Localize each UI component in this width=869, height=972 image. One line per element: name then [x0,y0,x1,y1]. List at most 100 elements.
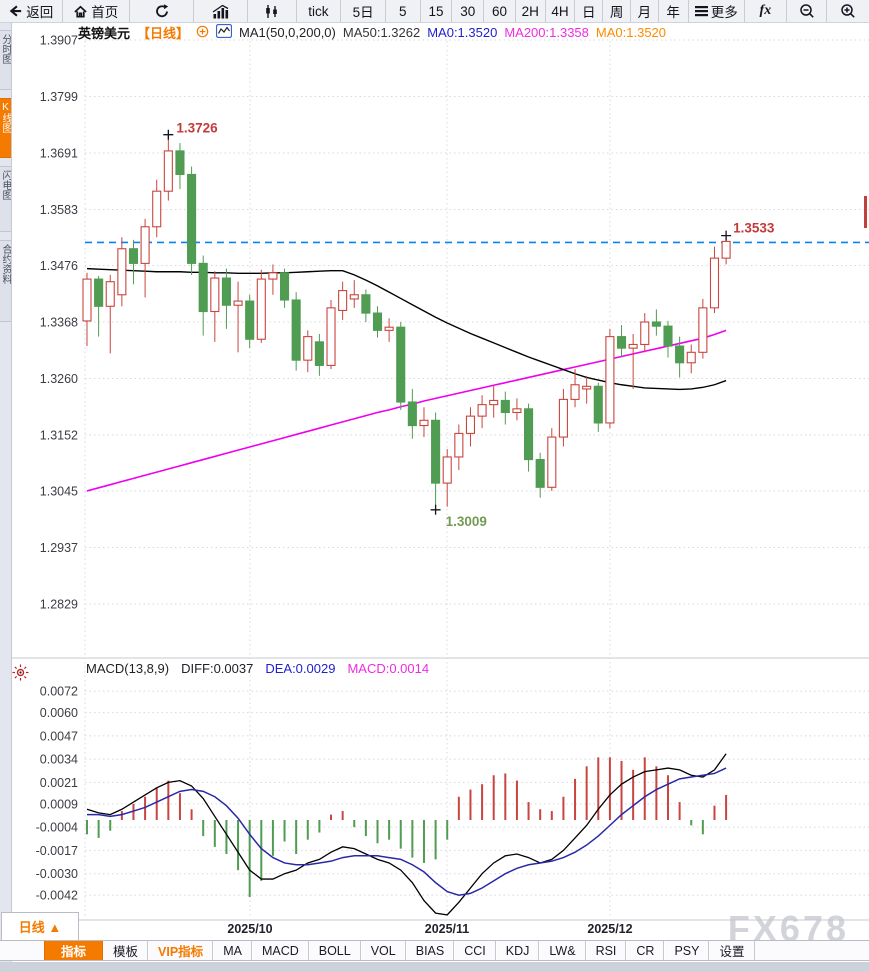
circle-plus-icon[interactable] [196,25,209,41]
chart-header: 英镑美元 【日线】 MA1(50,0,200,0) MA50:1.3262 MA… [78,23,666,42]
toolbar-candlestick-button[interactable] [248,0,297,22]
bar-chart-icon [212,4,229,19]
svg-text:1.3691: 1.3691 [40,147,78,161]
svg-text:-0.0030: -0.0030 [36,867,78,881]
tab-vol[interactable]: VOL [360,941,406,960]
tab-ma[interactable]: MA [213,941,252,960]
macd-header: MACD(13,8,9) DIFF:0.0037 DEA:0.0029 MACD… [86,661,429,676]
tab-cci[interactable]: CCI [454,941,496,960]
svg-text:1.3152: 1.3152 [40,428,78,442]
toolbar-period-week-button[interactable]: 周 [603,0,631,22]
ma200-value: MA200:1.3358 [504,25,589,40]
tab-psy[interactable]: PSY [664,941,710,960]
candlestick-icon [264,4,279,19]
toolbar-zoom-out-button[interactable] [787,0,828,22]
tab-bias[interactable]: BIAS [405,941,455,960]
tab-kdj[interactable]: KDJ [495,941,540,960]
toolbar-more-button[interactable]: 更多 [689,0,746,22]
zoom-in-icon [840,3,856,19]
svg-text:1.3260: 1.3260 [40,372,78,386]
ma0-value-blue: MA0:1.3520 [427,25,498,40]
toolbar-period-month-button[interactable]: 月 [631,0,659,22]
svg-text:1.3476: 1.3476 [40,259,78,273]
svg-text:1.2829: 1.2829 [40,597,78,611]
svg-text:1.3583: 1.3583 [40,203,78,217]
svg-text:-0.0004: -0.0004 [36,821,78,835]
svg-text:0.0060: 0.0060 [40,706,78,720]
brightness-icon[interactable] [12,664,29,686]
svg-text:0.0072: 0.0072 [40,685,78,699]
svg-text:1.3368: 1.3368 [40,315,78,329]
left-sidebar: 分时图 K线图 闪电图 合约资料 [0,22,12,962]
tab-vip-indicator[interactable]: VIP指标 [148,941,214,960]
toolbar-period-5d-button[interactable]: 5日 [341,0,386,22]
refresh-icon [154,3,170,19]
tab-template[interactable]: 模板 [103,941,149,960]
toolbar-refresh-button[interactable] [130,0,195,22]
scrollbar-marker [864,196,867,228]
sidebar-item-time-chart[interactable]: 分时图 [0,30,11,90]
tab-settings[interactable]: 设置 [709,941,755,960]
tab-cr[interactable]: CR [626,941,665,960]
tab-indicator[interactable]: 指标 [44,941,104,960]
symbol-name: 英镑美元 [78,26,131,41]
toolbar-home-button[interactable]: 首页 [63,0,130,22]
toolbar-period-60-button[interactable]: 60 [484,0,516,22]
svg-text:-0.0017: -0.0017 [36,844,78,858]
macd-settings: MACD(13,8,9) [86,661,170,676]
toolbar-period-2h-button[interactable]: 2H [516,0,546,22]
svg-text:1.3726: 1.3726 [176,121,218,136]
ma0-value-orange: MA0:1.3520 [595,25,667,40]
toolbar-back-button[interactable]: 返回 [0,0,63,22]
toolbar-bar-chart-button[interactable] [194,0,248,22]
svg-text:1.3907: 1.3907 [40,34,78,48]
period-indicator[interactable]: 日线 ▲ [1,912,79,941]
svg-text:0.0009: 0.0009 [40,797,78,811]
svg-text:1.3009: 1.3009 [446,514,487,529]
menu-icon [694,5,708,17]
svg-text:1.3045: 1.3045 [40,484,78,498]
indicator-tab-bar: 指标 模板 VIP指标 MA MACD BOLL VOL BIAS CCI KD… [0,940,869,961]
macd-diff-value: DIFF:0.0037 [181,661,254,676]
toolbar-period-year-button[interactable]: 年 [659,0,689,22]
svg-text:-0.0042: -0.0042 [36,889,78,903]
zoom-out-icon [799,3,815,19]
toolbar-zoom-in-button[interactable] [827,0,869,22]
indicator-chart-icon[interactable] [215,23,233,41]
toolbar-period-5-button[interactable]: 5 [386,0,421,22]
svg-text:1.3533: 1.3533 [733,221,775,236]
toolbar-period-4h-button[interactable]: 4H [546,0,576,22]
toolbar: 返回 首页 tick 5日 5 15 30 60 2H 4H 日 周 月 年 更… [0,0,869,23]
svg-text:2025/12: 2025/12 [587,922,632,936]
ma50-value: MA50:1.3262 [342,25,421,40]
tab-macd[interactable]: MACD [251,941,309,960]
svg-text:2025/10: 2025/10 [227,922,272,936]
home-icon [73,4,88,19]
svg-text:2025/11: 2025/11 [425,922,470,936]
bottom-strip [0,962,869,972]
svg-text:1.2937: 1.2937 [40,541,78,555]
tab-rsi[interactable]: RSI [585,941,627,960]
toolbar-period-day-button[interactable]: 日 [575,0,604,22]
svg-text:1.3799: 1.3799 [40,90,78,104]
svg-text:0.0034: 0.0034 [40,753,78,767]
macd-value: MACD:0.0014 [347,661,430,676]
ma-settings: MA1(50,0,200,0) [239,25,336,40]
toolbar-period-15-button[interactable]: 15 [421,0,453,22]
tab-boll[interactable]: BOLL [308,941,361,960]
period-tag: 【日线】 [137,26,190,41]
sidebar-item-contract-info[interactable]: 合约资料 [0,240,11,322]
macd-dea-value: DEA:0.0029 [265,661,336,676]
sidebar-item-lightning-chart[interactable]: 闪电图 [0,166,11,232]
sidebar-item-kline-chart[interactable]: K线图 [0,98,11,158]
toolbar-period-30-button[interactable]: 30 [452,0,485,22]
toolbar-tick-button[interactable]: tick [297,0,342,22]
tab-lwr[interactable]: LW& [539,941,586,960]
svg-text:0.0047: 0.0047 [40,729,78,743]
svg-text:0.0021: 0.0021 [40,776,78,790]
back-arrow-icon [8,4,23,19]
toolbar-fx-button[interactable]: fx [745,0,787,22]
fx-icon: fx [759,3,772,18]
